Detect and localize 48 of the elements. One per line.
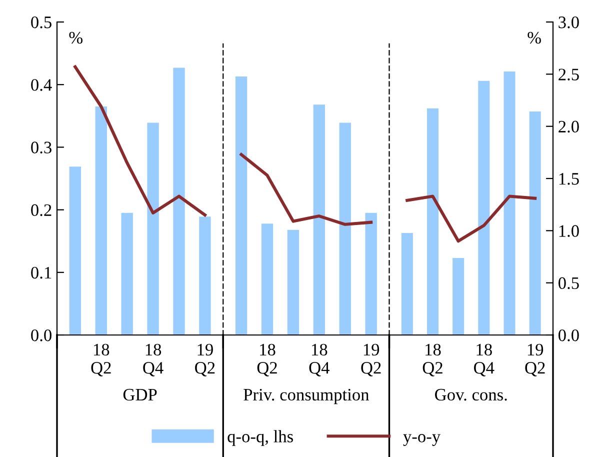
bar <box>287 230 300 335</box>
bar <box>95 106 107 335</box>
bar <box>452 258 464 335</box>
bar <box>261 224 274 335</box>
x-tick-label: 19 Q2 <box>361 344 381 376</box>
x-tick-label: 18 Q4 <box>309 344 330 376</box>
y-tick-label: 0.1 <box>31 266 52 279</box>
bar <box>504 71 516 335</box>
bar <box>339 122 351 335</box>
y2-tick-label: 3.0 <box>558 16 579 28</box>
x-tick-label: 18 Q2 <box>91 344 111 376</box>
bar <box>147 122 159 335</box>
y2-tick-label: 0.0 <box>558 329 579 342</box>
x-tick-label: 18 Q4 <box>474 344 494 376</box>
bar <box>426 108 438 335</box>
y-tick-label: 0.2 <box>31 204 52 216</box>
bar <box>121 212 133 335</box>
bar <box>313 104 326 335</box>
line-series <box>406 194 537 243</box>
x-axis-title: Gov. cons. <box>435 388 507 401</box>
y2-tick-label: 1.0 <box>559 225 579 237</box>
y2-tick-label: 2.0 <box>558 120 579 133</box>
legend-label: q-o-q, lhs <box>228 430 293 446</box>
x-tick-label: 18 Q4 <box>143 344 164 376</box>
x-tick-label: 18 Q2 <box>422 344 442 376</box>
y-tick-label: 0.5 <box>31 16 52 28</box>
y-tick-label: 0.4 <box>31 79 52 91</box>
bar <box>529 112 541 335</box>
y-tick-label: 0.3 <box>31 142 52 154</box>
annotation: % <box>528 32 541 44</box>
x-axis-title: GDP <box>123 388 157 401</box>
x-axis-title: Priv. consumption <box>244 388 370 404</box>
bar <box>69 166 82 335</box>
y2-tick-label: 1.5 <box>559 173 579 185</box>
annotation: % <box>69 32 82 44</box>
x-tick-label: 19 Q2 <box>195 344 215 376</box>
bar <box>478 80 490 335</box>
y2-tick-label: 2.5 <box>558 68 579 80</box>
legend-label: y-o-y <box>403 434 441 446</box>
x-tick-label: 18 Q2 <box>257 344 277 376</box>
x-tick-label: 19 Q2 <box>525 344 545 376</box>
bar <box>235 76 248 335</box>
bar <box>173 68 185 335</box>
y-tick-label: 0.0 <box>31 329 52 342</box>
bar <box>199 216 211 335</box>
bar <box>401 232 413 335</box>
y2-tick-label: 0.5 <box>558 277 579 290</box>
bar <box>365 212 377 335</box>
